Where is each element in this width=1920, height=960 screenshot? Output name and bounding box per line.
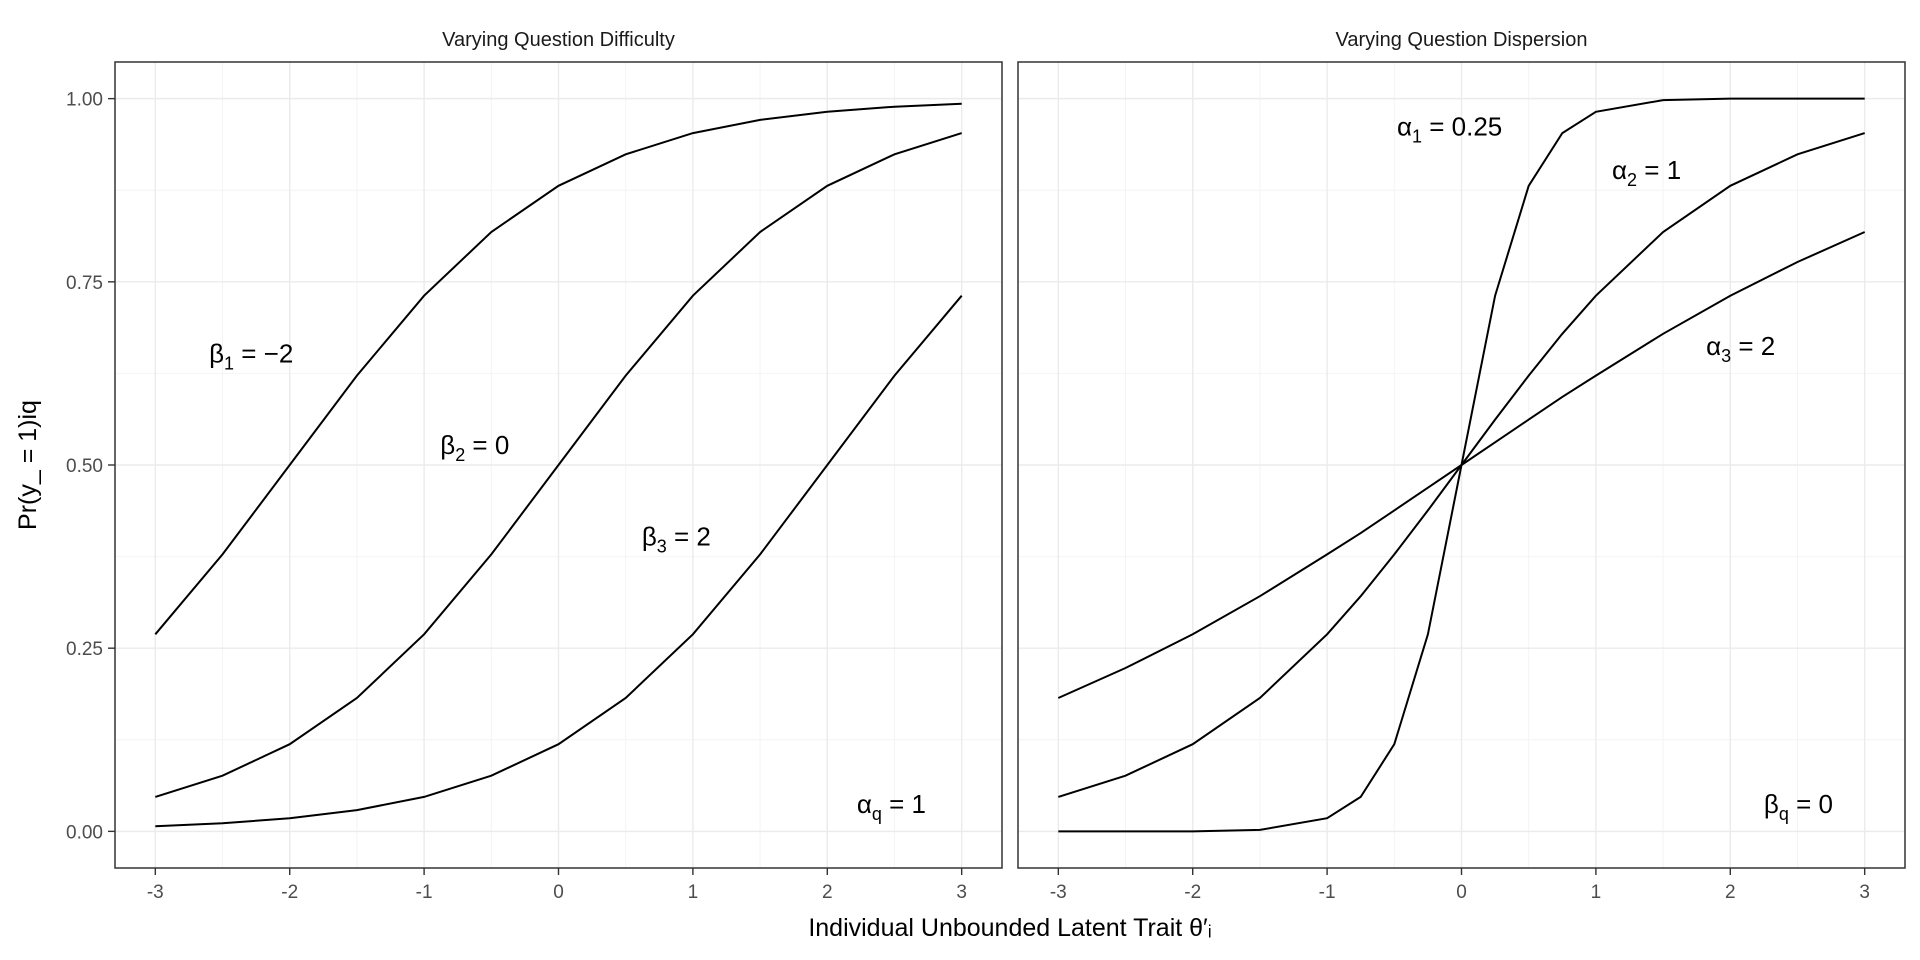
curve-1-2 — [154, 132, 963, 798]
x-tick-label: 3 — [956, 882, 967, 903]
x-tick-label: -3 — [1050, 882, 1067, 903]
curve-annotation: βq = 0 — [1764, 789, 1833, 824]
y-tick-label: 0.75 — [66, 273, 103, 294]
facet-title: Varying Question Difficulty — [442, 29, 675, 51]
curve-1-1 — [154, 102, 962, 635]
facet-panel-1: Varying Question Difficulty -3 -2 -1 0 1 2 3 0.0… — [66, 29, 1003, 903]
curve-2-3 — [1057, 231, 1866, 699]
facet-title: Varying Question Dispersion — [1336, 29, 1588, 51]
curve-annotation: α3 = 2 — [1706, 331, 1775, 366]
x-tick-label: -2 — [1184, 882, 1201, 903]
curve-annotation: α1 = 0.25 — [1397, 111, 1502, 146]
curve-annotation: β3 = 2 — [642, 522, 711, 557]
facet-panel-2: Varying Question Dispersion -3 -2 -1 0 1 2 3 α1 … — [1017, 29, 1906, 903]
x-tick-label: 2 — [822, 882, 833, 903]
y-tick-label: 0.50 — [66, 456, 103, 477]
y-axis-title: Pr(y_ = 1)iq — [14, 400, 42, 530]
curve-annotation: αq = 1 — [857, 789, 926, 824]
y-tick-label: 0.25 — [66, 639, 103, 660]
y-tick-label: 0.00 — [66, 822, 103, 843]
x-tick-label: 3 — [1859, 882, 1870, 903]
x-tick-label: -2 — [281, 882, 298, 903]
x-axis-title: Individual Unbounded Latent Trait θ′ᵢ — [808, 914, 1211, 942]
x-tick-label: 2 — [1725, 882, 1736, 903]
x-tick-label: -1 — [1319, 882, 1336, 903]
curve-1-3 — [155, 295, 963, 828]
x-tick-label: 1 — [688, 882, 699, 903]
y-tick-label: 1.00 — [66, 90, 103, 111]
x-tick-label: 0 — [1456, 882, 1467, 903]
curve-annotation: α2 = 1 — [1612, 155, 1681, 190]
curve-annotation: β1 = −2 — [209, 338, 293, 373]
x-tick-label: -3 — [147, 882, 164, 903]
x-tick-label: 0 — [553, 882, 564, 903]
x-tick-label: 1 — [1591, 882, 1602, 903]
x-tick-label: -1 — [416, 882, 433, 903]
curve-annotation: β2 = 0 — [440, 430, 509, 465]
